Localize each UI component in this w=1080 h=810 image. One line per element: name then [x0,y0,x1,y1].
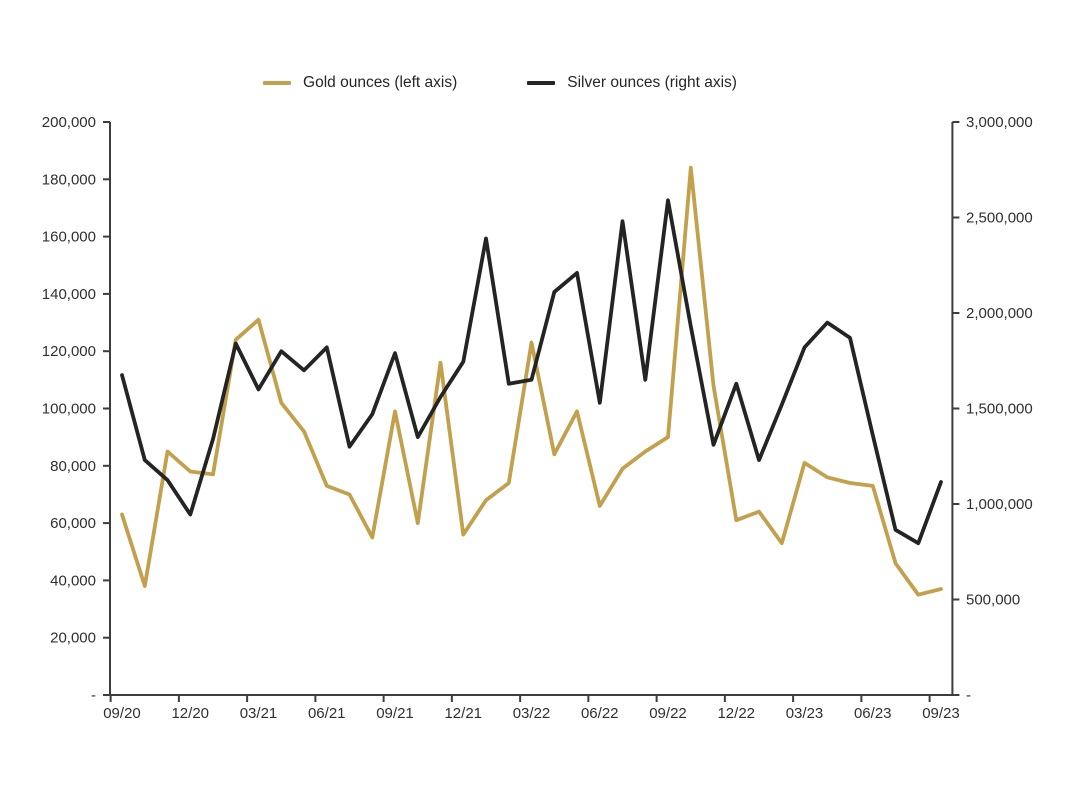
x-axis-tick-label: 06/21 [308,705,346,722]
legend-label-gold: Gold ounces (left axis) [303,74,458,91]
right-axis-tick-label: 1,500,000 [966,401,1033,418]
left-axis-tick-label: 20,000 [50,630,96,647]
right-axis-tick-label: 2,000,000 [966,305,1033,322]
left-axis-tick-label: 100,000 [42,401,96,418]
legend-entry-silver: Silver ounces (right axis) [527,74,737,92]
legend: Gold ounces (left axis) Silver ounces (r… [0,74,1040,92]
right-axis-tick-label: - [966,687,971,704]
x-axis-tick-label: 12/22 [717,705,755,722]
legend-entry-gold: Gold ounces (left axis) [263,74,457,92]
x-axis-tick-label: 06/22 [581,705,619,722]
left-axis-tick-label: 140,000 [42,286,96,303]
right-axis-tick-label: 500,000 [966,592,1020,609]
legend-swatch-gold-icon [263,81,292,85]
right-axis-tick-label: 2,500,000 [966,210,1033,227]
left-axis-tick-label: 60,000 [50,515,96,532]
legend-label-silver: Silver ounces (right axis) [567,74,737,91]
gold-series-line [120,165,943,597]
legend-swatch-silver-icon [527,81,556,85]
x-axis-tick-label: 09/21 [376,705,414,722]
silver-series-line [120,198,943,546]
x-axis-tick-label: 03/21 [240,705,278,722]
x-axis-tick-label: 12/20 [171,705,209,722]
left-axis-tick-label: 200,000 [42,114,96,131]
left-axis-tick-label: 120,000 [42,343,96,360]
left-axis-tick-label: 160,000 [42,229,96,246]
right-axis-tick-label: 1,000,000 [966,496,1033,513]
right-axis-tick-label: 3,000,000 [966,114,1033,131]
left-axis-tick-label: 40,000 [50,572,96,589]
x-axis-tick-label: 03/23 [786,705,824,722]
x-axis-tick-label: 03/22 [513,705,551,722]
axis-frame [109,122,954,696]
x-axis-tick-label: 09/23 [922,705,960,722]
x-axis-tick-label: 06/23 [854,705,892,722]
left-axis-tick-label: - [91,687,96,704]
x-axis-tick-label: 09/20 [103,705,141,722]
left-axis-tick-label: 180,000 [42,171,96,188]
left-axis-tick-label: 80,000 [50,458,96,475]
x-axis-tick-label: 12/21 [444,705,482,722]
x-axis-tick-label: 09/22 [649,705,687,722]
